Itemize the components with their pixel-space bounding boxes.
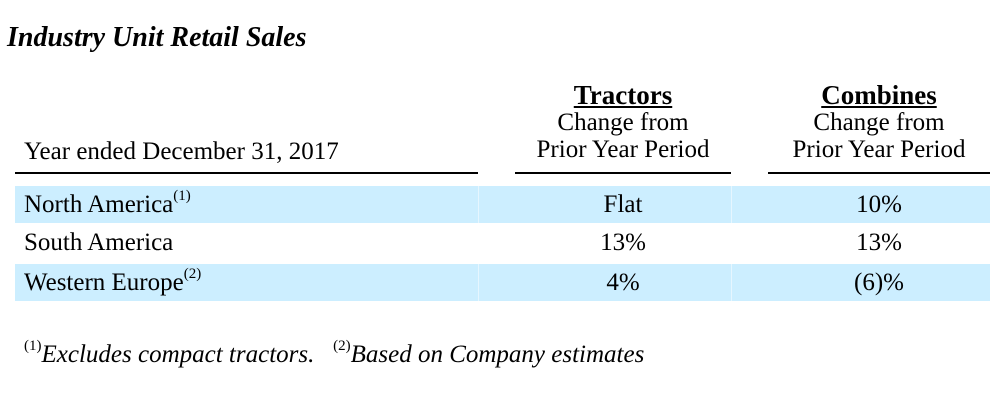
combines-value: (6)% — [854, 269, 904, 296]
region-label: South America — [24, 229, 173, 257]
combines-value: 13% — [856, 229, 902, 256]
column-title: Tractors — [573, 80, 673, 110]
footnote-text: Based on Company estimates — [350, 341, 645, 368]
footnote-mark: (2) — [333, 338, 351, 354]
footnote-1: (1)Excludes compact tractors. — [24, 338, 315, 368]
region-label: North America(1) — [24, 188, 191, 219]
tractors-value: Flat — [603, 191, 643, 218]
table-row: North America(1) Flat 10% — [15, 186, 990, 223]
header-rule — [768, 172, 990, 174]
footnote-ref: (2) — [183, 266, 202, 282]
tractors-value: 13% — [600, 229, 646, 256]
region-name: South America — [24, 229, 174, 256]
column-gap — [731, 186, 732, 223]
column-gap — [478, 264, 479, 301]
region-name: Western Europe — [24, 269, 184, 296]
column-gap — [478, 186, 479, 223]
tractors-value: 4% — [606, 269, 640, 296]
row-header-label: Year ended December 31, 2017 — [24, 138, 339, 165]
region-label: Western Europe(2) — [24, 266, 202, 297]
footnote-mark: (1) — [24, 338, 42, 354]
column-subtitle: Prior Year Period — [792, 136, 966, 163]
column-header-combines: Combines Change from Prior Year Period — [768, 80, 990, 164]
column-header-tractors: Tractors Change from Prior Year Period — [515, 80, 731, 164]
header-rule — [515, 172, 731, 174]
column-subtitle: Change from — [813, 109, 945, 136]
table-row: South America 13% 13% — [15, 224, 990, 261]
footnotes: (1)Excludes compact tractors. (2)Based o… — [24, 338, 645, 369]
table-title: Industry Unit Retail Sales — [7, 22, 307, 53]
footnote-text: Excludes compact tractors. — [41, 341, 315, 368]
column-gap — [731, 264, 732, 301]
column-subtitle: Change from — [557, 109, 689, 136]
column-subtitle: Prior Year Period — [536, 136, 710, 163]
combines-value: 10% — [856, 191, 902, 218]
region-name: North America — [24, 191, 174, 218]
footnote-2: (2)Based on Company estimates — [333, 338, 645, 368]
column-title: Combines — [821, 80, 937, 110]
footnote-ref: (1) — [173, 188, 191, 204]
header-rule — [15, 172, 478, 174]
table-row: Western Europe(2) 4% (6)% — [15, 264, 990, 301]
